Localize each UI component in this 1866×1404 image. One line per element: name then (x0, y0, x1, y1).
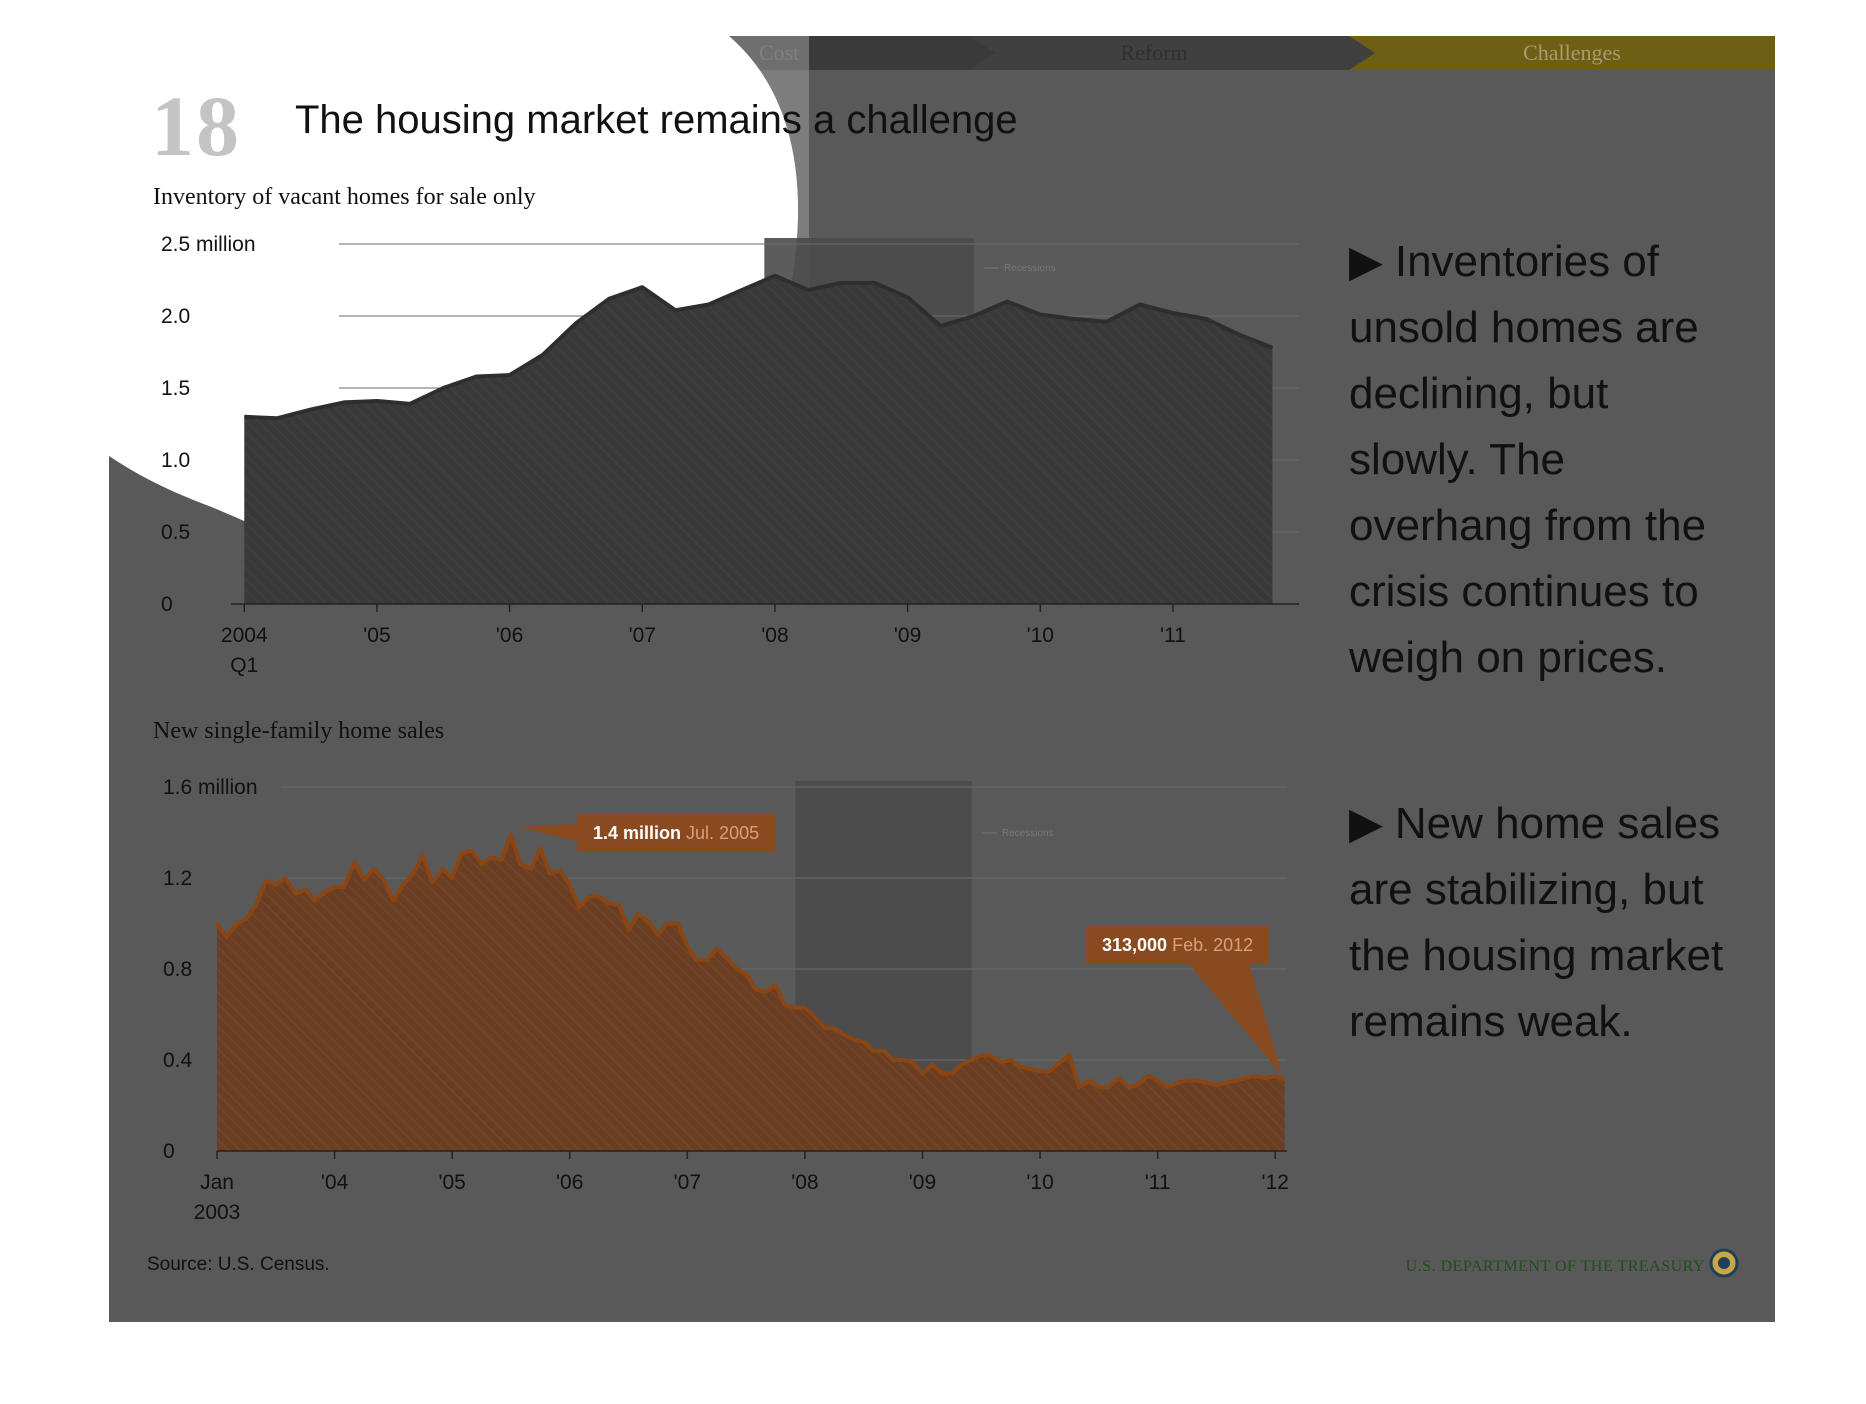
x-tick-label: '08 (761, 624, 788, 647)
y-tick-label: 0 (161, 593, 173, 616)
y-tick-label: 0.4 (163, 1049, 193, 1072)
y-tick-label: 0 (163, 1140, 175, 1163)
x-tick-label: '07 (629, 624, 656, 647)
y-tick-label: 1.5 (161, 377, 190, 400)
x-tick-label: Jan (200, 1171, 234, 1194)
x-tick-label: '09 (894, 624, 921, 647)
bullet-inventory: ▶ Inventories of unsold homes are declini… (1349, 229, 1749, 691)
source-note: Source: U.S. Census. (147, 1254, 330, 1275)
play-arrow-icon: ▶ (1349, 799, 1383, 848)
x-tick-sublabel: Q1 (230, 654, 258, 677)
series-area (217, 834, 1285, 1151)
page-title: The housing market remains a challenge (295, 98, 1018, 142)
chart-title-inventory: Inventory of vacant homes for sale only (153, 184, 536, 210)
y-tick-label: 2.5 million (161, 233, 256, 256)
bullet-sales-text: New home sales are stabilizing, but the … (1349, 799, 1724, 1046)
series-line (244, 273, 1274, 421)
series-line (215, 832, 1286, 1090)
x-tick-label: '12 (1262, 1171, 1289, 1194)
bullet-inventory-text: Inventories of unsold homes are declinin… (1349, 237, 1707, 682)
x-tick-label: '05 (438, 1171, 465, 1194)
annotation-peak: 1.4 million Jul. 2005 (577, 814, 776, 852)
y-tick-label: 1.2 (163, 867, 192, 890)
recession-legend-label: Recessions (1004, 263, 1056, 274)
treasury-seal-icon (1709, 1248, 1739, 1278)
annotation-peak-value: 1.4 million (593, 823, 682, 843)
x-tick-label: '05 (363, 624, 390, 647)
bullet-sales: ▶ New home sales are stabilizing, but the… (1349, 791, 1749, 1055)
x-tick-label: 2004 (221, 624, 268, 647)
x-tick-label: '11 (1145, 1171, 1171, 1194)
series-area (244, 275, 1273, 604)
y-tick-label: 1.0 (161, 449, 190, 472)
x-tick-label: '10 (1027, 624, 1054, 647)
y-tick-label: 0.8 (163, 958, 192, 981)
x-tick-label: '09 (909, 1171, 936, 1194)
x-tick-label: '04 (321, 1171, 349, 1194)
annotation-latest-value: 313,000 (1102, 935, 1168, 955)
y-tick-label: 0.5 (161, 521, 190, 544)
tab-challenges[interactable]: Challenges (1523, 40, 1621, 65)
x-tick-label: '07 (674, 1171, 701, 1194)
annotation-latest-date: Feb. 2012 (1172, 935, 1254, 955)
x-tick-label: '11 (1160, 624, 1186, 647)
annotation-latest-pointer (1189, 964, 1283, 1076)
x-tick-label: '06 (556, 1171, 583, 1194)
treasury-label: U.S. DEPARTMENT OF THE TREASURY (1405, 1258, 1705, 1275)
inventory-chart: Recessions 2.5 million 2.0 1.5 1.0 0.5 0 2004 Q1… (161, 233, 1299, 677)
annotation-peak-date: Jul. 2005 (686, 823, 760, 843)
recession-legend-label: Recessions (1002, 828, 1054, 839)
chart-title-sales: New single-family home sales (153, 718, 445, 744)
x-tick-label: '08 (791, 1171, 818, 1194)
play-arrow-icon: ▶ (1349, 237, 1383, 286)
sales-chart: Recessions 1.6 million 1.2 0.8 0.4 0 Jan 2003 '0… (163, 776, 1289, 1224)
y-tick-label: 2.0 (161, 305, 190, 328)
tab-reform[interactable]: Reform (1120, 40, 1188, 65)
x-tick-label: '06 (496, 624, 523, 647)
annotation-latest: 313,000 Feb. 2012 (1086, 926, 1270, 964)
x-tick-sublabel: 2003 (194, 1201, 241, 1224)
slide: Response Cost Reform Challenges 18 The h… (109, 36, 1775, 1322)
slide-number: 18 (151, 78, 241, 174)
y-tick-label: 1.6 million (163, 776, 258, 799)
annotation-peak-pointer (516, 824, 579, 842)
x-tick-label: '10 (1026, 1171, 1053, 1194)
